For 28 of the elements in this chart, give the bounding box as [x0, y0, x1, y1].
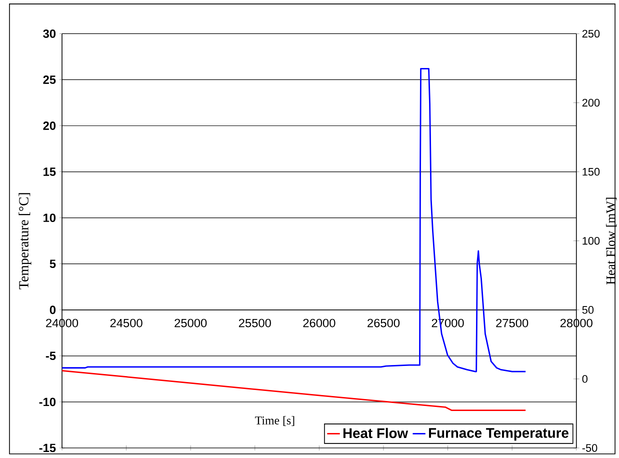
legend-label: Furnace Temperature — [429, 428, 568, 441]
x-axis-title: Time [s] — [255, 416, 294, 426]
x-tick-label: 26500 — [368, 318, 400, 328]
y2-axis-title: Heat Flow [mW] — [606, 198, 617, 285]
y-tick-label: 25 — [43, 76, 56, 84]
y-tick-label: 0 — [50, 306, 56, 314]
y-tick-label: 30 — [43, 30, 56, 38]
y2-tick-label: 0 — [582, 375, 588, 383]
y-tick-label: -10 — [39, 398, 56, 406]
y2-tick-label: 200 — [582, 98, 600, 107]
y2-tick-label: 100 — [582, 237, 600, 245]
y-tick-label: 10 — [44, 214, 56, 222]
y-tick-label: 5 — [50, 260, 56, 268]
y-tick-label: 20 — [43, 122, 56, 130]
x-tick-label: 24500 — [110, 318, 142, 328]
x-tick-label: 25500 — [238, 318, 271, 328]
y-tick-label: -15 — [39, 444, 56, 452]
x-tick-label: 27500 — [496, 318, 528, 328]
x-tick-label: 26000 — [303, 318, 336, 328]
y2-tick-label: 50 — [582, 306, 594, 314]
y2-tick-label: 250 — [582, 30, 600, 38]
y-axis-title: Temperature [°C] — [18, 193, 32, 290]
y2-tick-label: 150 — [582, 168, 600, 176]
legend-label: Heat Flow — [343, 428, 408, 438]
y2-tick-label: -50 — [582, 444, 598, 452]
x-tick-label: 25000 — [174, 318, 207, 328]
y-tick-label: 15 — [44, 168, 56, 176]
y-tick-label: -5 — [46, 352, 56, 360]
